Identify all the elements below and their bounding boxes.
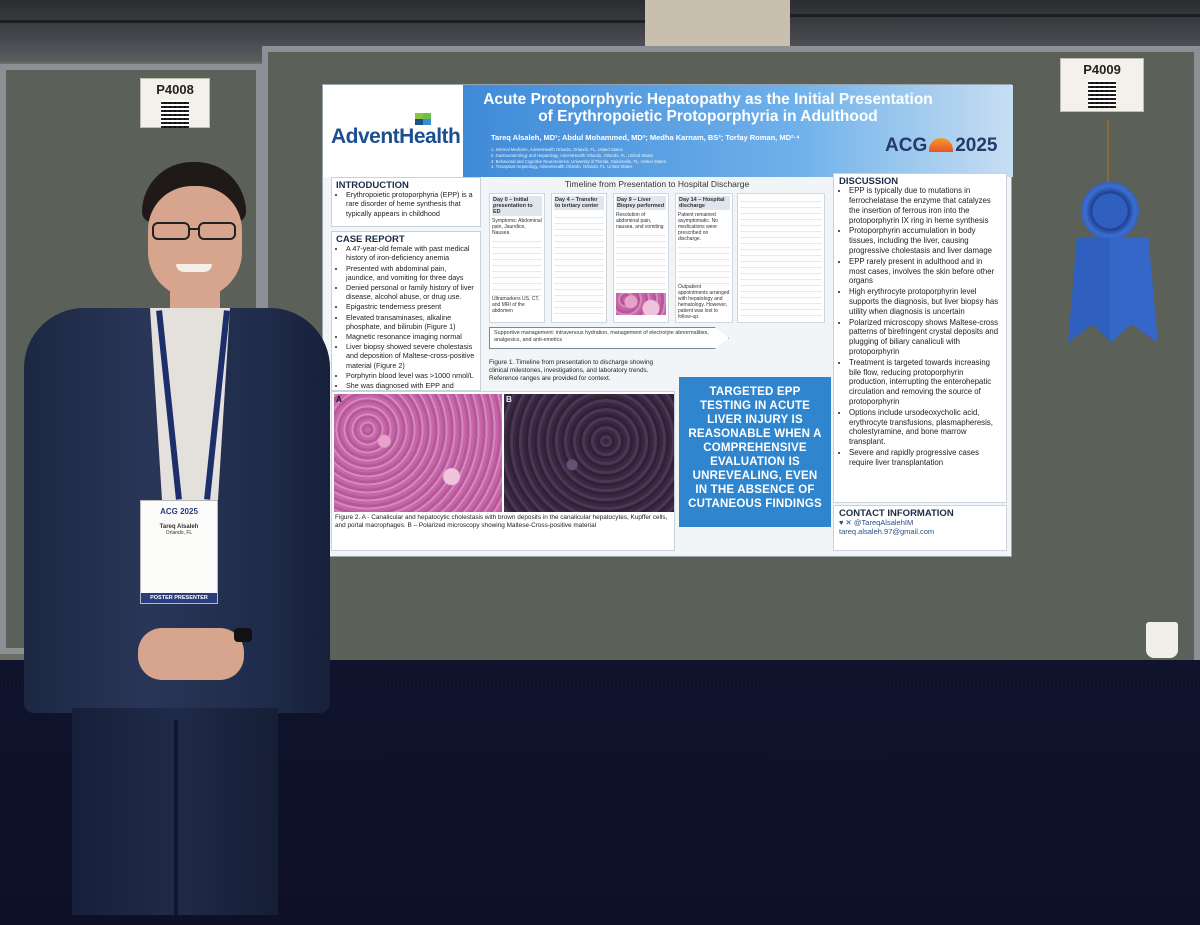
figure-2: A B Figure 2. A - Canalicular and hepato… bbox=[331, 391, 675, 551]
bullet-item: Severe and rapidly progressive cases req… bbox=[849, 448, 1001, 468]
ceiling-beam bbox=[0, 20, 645, 23]
timeline-card-title: Day 0 – Initial presentation to ED bbox=[492, 196, 542, 216]
bullet-item: High erythrocyte protoporphyrin level su… bbox=[849, 287, 1001, 316]
booth-number: P4008 bbox=[156, 82, 194, 97]
section-heading: DISCUSSION bbox=[839, 176, 899, 187]
bullet-item: EPP is typically due to mutations in fer… bbox=[849, 186, 1001, 225]
panel-label-a: A bbox=[336, 395, 342, 404]
booth-sign-right: P4009 bbox=[1060, 58, 1144, 112]
affiliation: 3. Behavioral and Cognitive Neuroscience… bbox=[491, 158, 666, 164]
badge-role: POSTER PRESENTER bbox=[141, 593, 217, 603]
histology-image-a bbox=[334, 394, 502, 512]
key-takeaway-callout: TARGETED EPP TESTING IN ACUTE LIVER INJU… bbox=[679, 377, 831, 527]
ceiling-beam bbox=[790, 14, 1200, 17]
title-line-1: Acute Protoporphyric Hepatopathy as the … bbox=[483, 91, 933, 108]
discussion-section: DISCUSSION EPP is typically due to mutat… bbox=[833, 173, 1007, 503]
poster-header-band bbox=[463, 85, 1013, 177]
section-heading: INTRODUCTION bbox=[336, 180, 409, 191]
lab-table bbox=[492, 236, 542, 296]
contact-email: tareq.alsaleh.97@gmail.com bbox=[839, 527, 935, 537]
timeline-card: Day 9 – Liver Biopsy performed Resolutio… bbox=[613, 193, 669, 323]
bullet-item: Porphyrin blood level was >1000 nmol/L bbox=[346, 371, 476, 380]
sun-icon bbox=[929, 138, 954, 152]
timeline-card-note: Patient remained asymptomatic. No medica… bbox=[678, 212, 719, 242]
affiliations: 1. Internal Medicine, AdventHealth Orlan… bbox=[491, 147, 791, 170]
badge-location: Orlando, FL bbox=[165, 530, 193, 536]
bullet-item: Epigastric tenderness present bbox=[346, 302, 476, 311]
name-badge: ACG 2025 Tareq Alsaleh Orlando, FL POSTE… bbox=[140, 500, 218, 604]
institution-logo: AdventHealth bbox=[331, 125, 461, 148]
bullet-item: Elevated transaminases, alkaline phospha… bbox=[346, 313, 476, 331]
poster-title: Acute Protoporphyric Hepatopathy as the … bbox=[473, 91, 943, 125]
timeline-card-note: Symptoms: Abdominal pain, Jaundice, Naus… bbox=[492, 218, 542, 236]
clasped-hands bbox=[138, 628, 244, 680]
bullet-item: Polarized microscopy shows Maltese-cross… bbox=[849, 318, 1001, 357]
bullet-item: Treatment is targeted towards increasing… bbox=[849, 358, 1001, 407]
timeline-card-title: Day 9 – Liver Biopsy performed bbox=[616, 196, 666, 210]
introduction-section: INTRODUCTION Erythropoietic protoporphyr… bbox=[331, 177, 481, 227]
bullet-item: Erythropoietic protoporphyria (EPP) is a… bbox=[346, 190, 476, 218]
booth-number: P4009 bbox=[1083, 62, 1121, 77]
paper-cup bbox=[1146, 622, 1178, 658]
watch-icon bbox=[234, 628, 252, 642]
lab-table bbox=[678, 242, 730, 284]
contact-section: CONTACT INFORMATION ♥ ✕ @TareqAlsalehIM … bbox=[833, 505, 1007, 551]
biopsy-thumbnail bbox=[616, 293, 666, 315]
social-handle: @TareqAlsalehIM bbox=[853, 518, 914, 528]
lab-table bbox=[554, 212, 604, 314]
glasses-icon bbox=[150, 222, 240, 242]
timeline-heading: Timeline from Presentation to Hospital D… bbox=[564, 179, 750, 189]
section-heading: CONTACT INFORMATION bbox=[839, 508, 954, 519]
timeline-card: Day 14 – Hospital discharge Patient rema… bbox=[675, 193, 733, 323]
lab-table bbox=[616, 230, 666, 290]
research-poster: AdventHealth Acute Protoporphyric Hepato… bbox=[322, 84, 1013, 557]
conference-logo-year: 2025 bbox=[955, 135, 998, 156]
conference-logo-left: ACG bbox=[885, 135, 928, 156]
face bbox=[148, 186, 242, 298]
advent-cross-icon bbox=[415, 113, 431, 125]
conference-logo: ACG 2025 bbox=[885, 135, 998, 157]
bullet-item: Presented with abdominal pain, jaundice,… bbox=[346, 264, 476, 282]
management-arrow: Supportive management: intravenous hydra… bbox=[489, 327, 729, 349]
author-list: Tareq Alsaleh, MD¹; Abdul Mohammed, MD²;… bbox=[491, 133, 800, 142]
booth-sign-left: P4008 bbox=[140, 78, 210, 128]
timeline-card-title: Day 4 – Transfer to tertiary center bbox=[554, 196, 604, 210]
timeline-card-note: Resolution of abdominal pain, nausea, an… bbox=[616, 212, 664, 230]
figure-1-caption: Figure 1. Timeline from presentation to … bbox=[489, 359, 654, 382]
qr-code-icon bbox=[1088, 80, 1116, 108]
bullet-item: EPP rarely present in adulthood and in m… bbox=[849, 257, 1001, 286]
timeline-section: Timeline from Presentation to Hospital D… bbox=[487, 177, 827, 385]
title-line-2: of Erythropoietic Protoporphyria in Adul… bbox=[538, 108, 878, 125]
histology-image-b bbox=[504, 394, 674, 512]
panel-label-b: B bbox=[506, 395, 512, 404]
timeline-card: Day 4 – Transfer to tertiary center bbox=[551, 193, 607, 323]
qr-code-icon bbox=[161, 100, 189, 128]
timeline-card: Day 0 – Initial presentation to ED Sympt… bbox=[489, 193, 545, 323]
presenter-person: ACG 2025 Tareq Alsaleh Orlando, FL POSTE… bbox=[0, 160, 340, 915]
outpatient-note: Outpatient appointments arranged with he… bbox=[678, 284, 730, 320]
affiliation: 4. Transplant Hepatology, AdventHealth O… bbox=[491, 164, 633, 170]
bullet-item: Options include ursodeoxycholic acid, er… bbox=[849, 408, 1001, 447]
bullet-item: A 47-year-old female with past medical h… bbox=[346, 244, 476, 262]
affiliation: 2. Gastroenterology and Hepatology, Adve… bbox=[491, 152, 654, 158]
bullet-item: Magnetic resonance imaging normal bbox=[346, 332, 476, 341]
badge-event: ACG 2025 bbox=[160, 507, 198, 516]
bullet-item: Liver biopsy showed severe cholestasis a… bbox=[346, 342, 476, 370]
bullet-item: Denied personal or family history of liv… bbox=[346, 283, 476, 301]
imaging-note: Ultramarkers US, CT, and MRI of the abdo… bbox=[492, 296, 540, 314]
badge-name: Tareq Alsaleh bbox=[159, 524, 199, 530]
bullet-item: Protoporphyrin accumulation in body tiss… bbox=[849, 226, 1001, 255]
timeline-card-title: Day 14 – Hospital discharge bbox=[678, 196, 730, 210]
figure-2-caption: Figure 2. A - Canalicular and hepatocyti… bbox=[335, 514, 668, 529]
smile bbox=[176, 264, 212, 272]
social-icons: ♥ ✕ bbox=[839, 518, 854, 528]
blue-ribbon-award bbox=[1066, 120, 1162, 345]
section-heading: CASE REPORT bbox=[336, 234, 405, 245]
reference-ranges-table bbox=[737, 193, 825, 323]
trouser-split bbox=[174, 720, 178, 915]
affiliation: 1. Internal Medicine, AdventHealth Orlan… bbox=[491, 147, 623, 152]
case-report-section: CASE REPORT A 47-year-old female with pa… bbox=[331, 231, 481, 408]
